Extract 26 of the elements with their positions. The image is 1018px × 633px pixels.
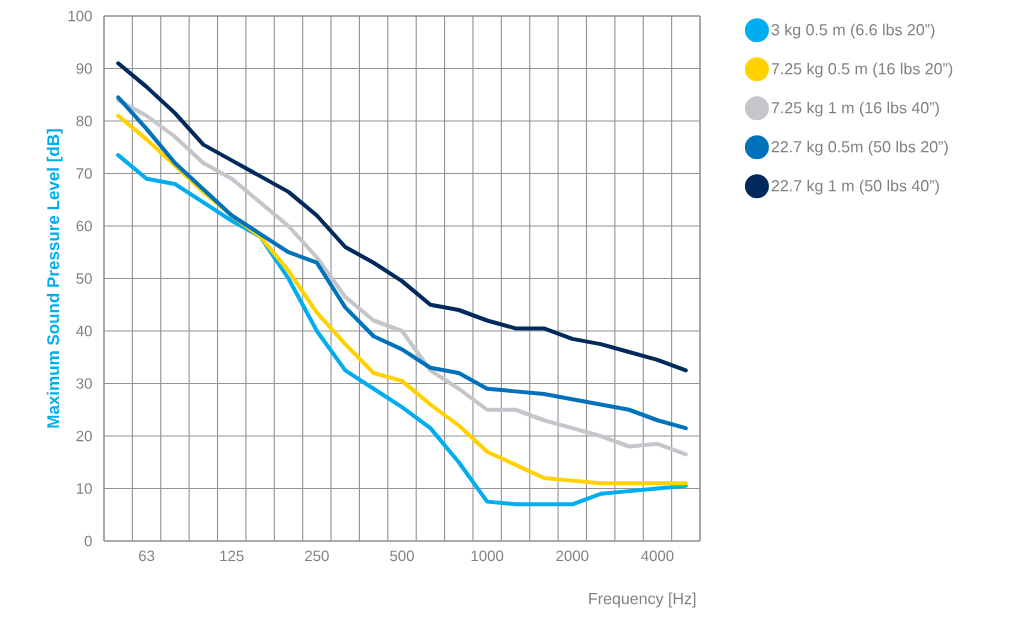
x-tick-label: 4000	[641, 550, 674, 562]
legend-label: 7.25 kg 0.5 m (16 lbs 20”)	[771, 62, 953, 78]
y-tick-label: 90	[76, 63, 92, 74]
y-tick-label: 80	[76, 115, 92, 127]
x-tick-label: 500	[390, 550, 414, 562]
y-tick-label: 20	[76, 430, 92, 442]
x-tick-label: 63	[139, 550, 155, 562]
y-tick-label: 70	[76, 168, 92, 179]
x-axis-title: Frequency [Hz]	[589, 592, 696, 608]
y-tick-label: 30	[76, 378, 92, 389]
y-tick-label: 0	[84, 535, 92, 547]
legend-label: 7.25 kg 1 m (16 lbs 40”)	[771, 101, 939, 117]
legend-label: 22.7 kg 0.5m (50 lbs 20”)	[771, 140, 948, 156]
legend-label: 3 kg 0.5 m (6.6 lbs 20”)	[771, 23, 935, 39]
x-tick-label: 250	[305, 550, 329, 562]
line-series	[116, 61, 688, 373]
y-tick-label: 50	[76, 273, 92, 284]
legend-label: 22.7 kg 1 m (50 lbs 40”)	[771, 179, 939, 195]
y-tick-label: 40	[76, 325, 92, 337]
x-tick-label: 1000	[471, 550, 504, 562]
y-tick-label: 100	[68, 10, 92, 22]
x-tick-label: 125	[220, 550, 244, 562]
y-tick-label: 60	[76, 220, 92, 232]
x-tick-label: 2000	[556, 550, 589, 562]
y-axis-title: Maximum Sound Pressure Level [dB]	[46, 129, 63, 428]
y-tick-label: 10	[76, 483, 92, 494]
